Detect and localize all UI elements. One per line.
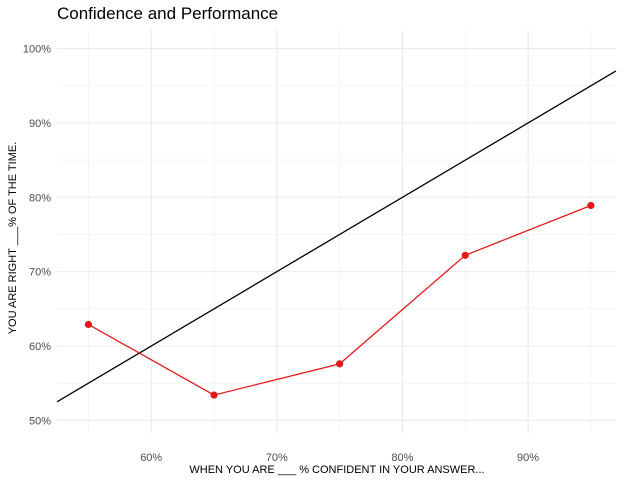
x-axis-ticks: 60% 70% 80% 90% [140, 452, 539, 464]
data-point [461, 251, 469, 259]
y-tick-label: 70% [29, 267, 51, 279]
major-gridlines [57, 30, 616, 433]
y-axis-ticks: 50% 60% 70% 80% 90% 100% [23, 44, 51, 428]
reference-line [56, 70, 617, 403]
x-tick-label: 60% [140, 452, 162, 464]
x-tick-label: 80% [391, 452, 413, 464]
x-axis-title: WHEN YOU ARE ___ % CONFIDENT IN YOUR ANS… [189, 464, 484, 476]
y-axis-title: YOU ARE RIGHT ___% OF THE TIME. [7, 142, 19, 335]
reference-line-group [56, 70, 617, 403]
data-point [587, 201, 595, 210]
series-group [84, 201, 595, 399]
minor-gridlines [57, 30, 616, 433]
chart-title: Confidence and Performance [57, 4, 279, 23]
x-tick-label: 90% [517, 452, 539, 464]
data-point [336, 360, 344, 368]
y-tick-label: 80% [29, 192, 51, 204]
x-tick-label: 70% [266, 452, 288, 464]
data-point [84, 320, 93, 329]
y-tick-label: 100% [23, 44, 51, 56]
y-tick-label: 50% [29, 415, 51, 427]
data-point [210, 391, 218, 399]
y-tick-label: 60% [29, 341, 51, 353]
y-tick-label: 90% [29, 118, 51, 130]
